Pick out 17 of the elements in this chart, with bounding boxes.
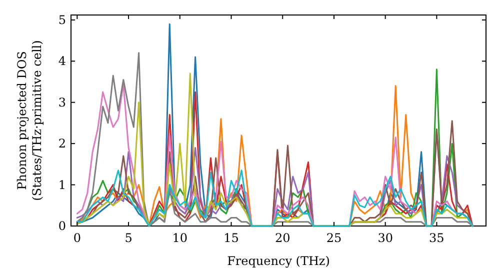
y-tick-label: 2: [58, 136, 66, 151]
x-tick-label: 25: [326, 231, 342, 245]
y-axis-title: Phonon projected DOS (States/THz·primitive cell): [15, 40, 44, 201]
y-tick-label: 0: [58, 219, 66, 233]
line-series: [76, 170, 474, 227]
x-tick-label: 10: [172, 231, 188, 245]
y-tick-label: 5: [58, 12, 66, 27]
x-tick-label: 30: [378, 231, 393, 245]
x-tick-label: 0: [73, 231, 81, 245]
y-tick-label: 1: [58, 178, 66, 192]
y-tick-label: 3: [58, 95, 66, 110]
x-tick-label: 5: [124, 231, 132, 245]
x-axis-title: Frequency (THz): [227, 254, 330, 268]
x-tick-label: 15: [224, 231, 239, 245]
x-tick-label: 35: [429, 231, 444, 245]
y-tick-label: 4: [58, 54, 66, 68]
x-tick-label: 20: [274, 231, 290, 245]
